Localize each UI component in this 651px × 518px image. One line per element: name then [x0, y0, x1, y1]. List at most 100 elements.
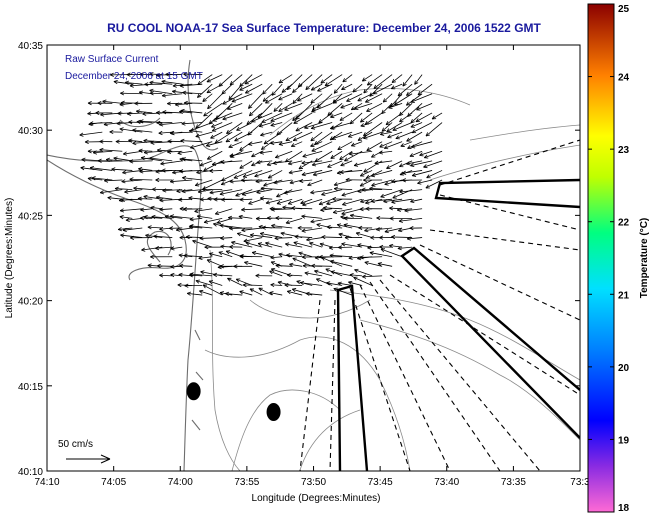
current-vector — [340, 102, 353, 109]
current-vector — [198, 255, 213, 261]
current-vector — [409, 150, 423, 157]
y-axis-label: Latitude (Degrees:Minutes) — [4, 198, 15, 319]
chart-title: RU COOL NOAA-17 Sea Surface Temperature:… — [107, 21, 541, 35]
current-vector — [235, 278, 253, 286]
x-tick-label: 74:10 — [34, 477, 59, 488]
current-vector — [122, 170, 143, 175]
current-vector — [125, 217, 143, 222]
current-vector — [398, 217, 423, 223]
current-vector — [167, 149, 183, 154]
current-vector — [284, 242, 303, 248]
current-vector — [311, 160, 333, 167]
x-tick-label: 73:3 — [570, 477, 590, 488]
current-vector — [194, 179, 213, 187]
current-vector — [295, 122, 313, 132]
current-vector — [219, 223, 243, 229]
y-tick-label: 40:30 — [18, 126, 43, 137]
current-vector — [159, 207, 173, 212]
current-vector — [211, 122, 223, 128]
current-vector — [402, 74, 413, 87]
current-vector — [179, 263, 193, 268]
current-vector — [203, 160, 223, 172]
current-vector — [241, 227, 263, 233]
current-vector — [411, 122, 433, 134]
current-vector — [97, 158, 113, 163]
current-vector — [342, 74, 353, 83]
current-vector — [370, 198, 393, 204]
x-tick-label: 73:55 — [234, 477, 259, 488]
current-vector — [102, 99, 123, 104]
current-vector — [260, 186, 283, 191]
current-vector — [226, 102, 243, 110]
current-vector — [226, 122, 243, 134]
coastline — [47, 45, 219, 471]
current-vector — [197, 83, 213, 98]
x-tick-label: 73:50 — [301, 477, 326, 488]
current-vector — [158, 130, 173, 136]
current-vector — [221, 83, 233, 95]
colorbar-tick-label: 20 — [618, 363, 630, 374]
current-vector — [181, 121, 203, 126]
colorbar-tick-label: 24 — [618, 73, 630, 84]
current-vector — [278, 252, 293, 258]
current-vector — [374, 160, 393, 165]
current-vector — [257, 242, 273, 248]
current-vector — [332, 208, 353, 214]
current-vector — [195, 279, 213, 286]
current-vector — [348, 280, 363, 286]
current-vector — [414, 74, 423, 85]
current-vector — [251, 251, 273, 258]
current-vector — [134, 101, 153, 106]
current-vector — [425, 122, 443, 137]
current-vector — [169, 130, 193, 136]
current-vector — [199, 236, 223, 241]
current-vector — [349, 213, 373, 219]
station-marker — [186, 382, 201, 401]
current-vector — [339, 112, 353, 121]
current-vector — [222, 112, 243, 121]
current-vector — [314, 150, 333, 162]
current-vector — [246, 112, 263, 125]
current-vector — [117, 111, 133, 116]
current-vector — [302, 198, 323, 207]
scale-arrow: 50 cm/s — [58, 439, 111, 464]
current-vector — [423, 150, 443, 159]
current-vector — [149, 88, 173, 95]
current-vector — [199, 197, 213, 202]
current-vector — [341, 208, 363, 216]
current-vector — [380, 131, 393, 136]
current-vector — [271, 83, 283, 96]
current-vector — [170, 246, 183, 251]
stations — [186, 382, 281, 421]
current-vector — [265, 93, 283, 104]
current-vector — [314, 269, 333, 277]
current-vector — [402, 178, 423, 183]
current-vector — [398, 103, 413, 117]
current-vector — [347, 131, 363, 138]
current-vector — [183, 100, 203, 106]
current-vector — [341, 242, 363, 248]
current-vector — [247, 122, 263, 136]
current-vector — [251, 150, 263, 158]
current-vector — [152, 187, 173, 192]
current-vector — [327, 103, 343, 116]
current-vector — [84, 139, 103, 145]
current-vector — [291, 206, 313, 211]
current-vector — [294, 234, 313, 239]
current-vector — [206, 259, 223, 267]
current-vector — [267, 170, 283, 179]
current-vector — [276, 122, 293, 136]
current-vector — [269, 291, 283, 296]
current-vector — [221, 170, 243, 182]
current-vector — [203, 103, 223, 117]
current-vector — [379, 235, 393, 240]
current-vector — [286, 253, 303, 258]
current-vector — [304, 271, 323, 277]
current-vector — [203, 217, 223, 224]
current-vector — [143, 138, 163, 143]
current-vector — [278, 93, 293, 101]
current-vector — [286, 273, 303, 278]
current-vector — [390, 93, 403, 108]
current-vector — [309, 241, 323, 248]
current-vector — [229, 226, 253, 231]
